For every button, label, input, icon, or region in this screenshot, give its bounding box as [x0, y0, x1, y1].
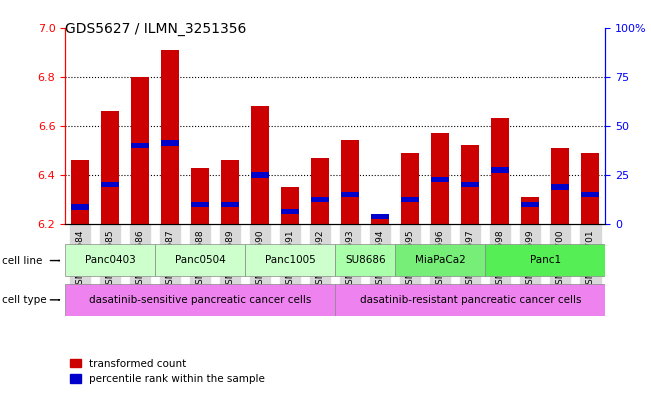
Bar: [191, 202, 209, 207]
Bar: [551, 148, 570, 224]
Bar: [155, 244, 245, 276]
Bar: [101, 182, 119, 187]
Bar: [395, 244, 486, 276]
Bar: [245, 244, 335, 276]
Bar: [101, 111, 119, 224]
Bar: [581, 192, 600, 197]
Bar: [521, 202, 540, 207]
Bar: [486, 244, 605, 276]
Text: Panc1005: Panc1005: [265, 255, 316, 265]
Bar: [492, 118, 509, 224]
Bar: [281, 209, 299, 215]
Bar: [341, 192, 359, 197]
Bar: [71, 160, 89, 224]
Bar: [131, 77, 149, 224]
Bar: [71, 204, 89, 209]
Bar: [65, 284, 335, 316]
Bar: [432, 177, 449, 182]
Text: Panc0403: Panc0403: [85, 255, 135, 265]
Text: Panc0504: Panc0504: [175, 255, 225, 265]
Bar: [371, 214, 389, 219]
Bar: [462, 145, 479, 224]
Bar: [551, 184, 570, 190]
Bar: [65, 244, 155, 276]
Bar: [251, 106, 270, 224]
Text: Panc1: Panc1: [530, 255, 561, 265]
Text: MiaPaCa2: MiaPaCa2: [415, 255, 465, 265]
Text: dasatinib-resistant pancreatic cancer cells: dasatinib-resistant pancreatic cancer ce…: [359, 295, 581, 305]
Bar: [462, 182, 479, 187]
Text: GDS5627 / ILMN_3251356: GDS5627 / ILMN_3251356: [65, 22, 247, 36]
Text: cell type: cell type: [2, 295, 47, 305]
Bar: [581, 153, 600, 224]
Bar: [221, 202, 239, 207]
Bar: [161, 140, 179, 146]
Bar: [221, 160, 239, 224]
Legend: transformed count, percentile rank within the sample: transformed count, percentile rank withi…: [70, 359, 265, 384]
Text: dasatinib-sensitive pancreatic cancer cells: dasatinib-sensitive pancreatic cancer ce…: [89, 295, 311, 305]
Text: cell line: cell line: [2, 255, 42, 266]
Bar: [191, 167, 209, 224]
Bar: [251, 172, 270, 178]
Bar: [335, 244, 395, 276]
Bar: [371, 219, 389, 224]
Bar: [341, 141, 359, 224]
Bar: [492, 167, 509, 173]
Bar: [131, 143, 149, 148]
Bar: [432, 133, 449, 224]
Bar: [311, 158, 329, 224]
Bar: [401, 197, 419, 202]
Bar: [311, 197, 329, 202]
Bar: [281, 187, 299, 224]
Bar: [335, 284, 605, 316]
Text: SU8686: SU8686: [345, 255, 385, 265]
Bar: [161, 50, 179, 224]
Bar: [521, 197, 540, 224]
Bar: [401, 153, 419, 224]
